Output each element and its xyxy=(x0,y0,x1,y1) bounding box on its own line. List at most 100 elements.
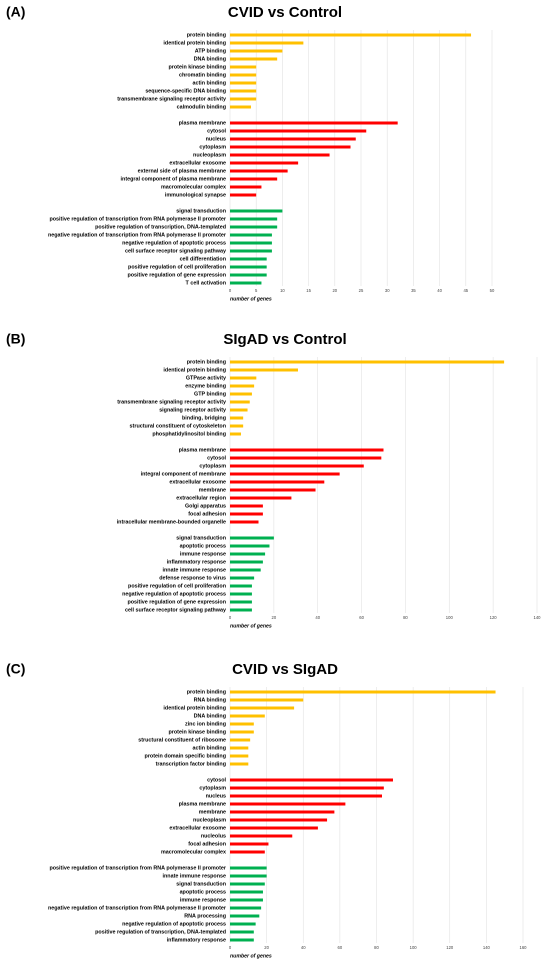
bar xyxy=(230,730,254,734)
bar xyxy=(230,233,272,237)
category-label: calmodulin binding xyxy=(177,104,226,110)
category-label: intracellular membrane-bounded organelle xyxy=(117,519,226,525)
category-label: identical protein binding xyxy=(163,705,226,711)
bar xyxy=(230,762,249,766)
category-label: sequence-specific DNA binding xyxy=(145,88,226,94)
category-label: external side of plasma membrane xyxy=(138,168,226,174)
x-tick-label: 80 xyxy=(403,615,408,620)
bar xyxy=(230,41,304,45)
category-label: positive regulation of transcription, DN… xyxy=(95,929,226,935)
bar xyxy=(230,496,292,500)
bar xyxy=(230,930,254,934)
category-label: structural constituent of cytoskeleton xyxy=(130,423,226,429)
category-label: identical protein binding xyxy=(163,40,226,46)
bar xyxy=(230,512,263,516)
x-tick-label: 80 xyxy=(374,945,379,950)
x-tick-label: 140 xyxy=(534,615,542,620)
category-label: positive regulation of transcription, DN… xyxy=(95,224,226,230)
bar xyxy=(230,464,364,468)
bar xyxy=(230,584,252,588)
category-label: positive regulation of cell proliferatio… xyxy=(128,264,226,270)
bar xyxy=(230,536,274,540)
category-label: membrane xyxy=(199,809,226,815)
category-label: enzyme binding xyxy=(185,383,226,389)
category-label: nucleus xyxy=(206,793,226,799)
category-label: macromolecular complex xyxy=(161,184,226,190)
category-label: RNA processing xyxy=(184,913,226,919)
category-label: extracellular exosome xyxy=(169,160,226,166)
category-label: phosphatidylinositol binding xyxy=(152,431,226,437)
category-label: signal transduction xyxy=(176,881,226,887)
bar xyxy=(230,826,318,830)
category-label: protein binding xyxy=(187,32,226,38)
bar xyxy=(230,600,252,604)
x-tick-label: 35 xyxy=(411,288,416,293)
bar xyxy=(230,81,257,85)
category-label: RNA binding xyxy=(194,697,226,703)
bar xyxy=(230,105,251,109)
category-label: chromatin binding xyxy=(179,72,226,78)
bar xyxy=(230,225,278,229)
category-label: zinc ion binding xyxy=(185,721,226,727)
panel-label: (B) xyxy=(6,331,25,347)
category-label: binding, bridging xyxy=(182,415,226,421)
bar xyxy=(230,360,505,364)
bar xyxy=(230,706,295,710)
bar xyxy=(230,608,252,612)
bar xyxy=(230,169,288,173)
category-label: negative regulation of apoptotic process xyxy=(122,591,226,597)
category-label: T cell activation xyxy=(186,280,226,286)
category-label: apoptotic process xyxy=(180,543,226,549)
category-label: negative regulation of apoptotic process xyxy=(122,921,226,927)
bar xyxy=(230,57,278,61)
bar xyxy=(230,778,393,782)
category-label: defense response to virus xyxy=(159,575,226,581)
category-label: extracellular exosome xyxy=(169,825,226,831)
bar xyxy=(230,217,278,221)
x-tick-label: 20 xyxy=(272,615,277,620)
bar xyxy=(230,866,267,870)
category-label: signal transduction xyxy=(176,208,226,214)
bar xyxy=(230,153,330,157)
category-label: protein binding xyxy=(187,359,226,365)
panel-label: (C) xyxy=(6,661,25,677)
category-label: identical protein binding xyxy=(163,367,226,373)
category-label: nucleolus xyxy=(201,833,226,839)
x-tick-label: 25 xyxy=(359,288,364,293)
category-label: negative regulation of transcription fro… xyxy=(48,905,227,911)
bar xyxy=(230,576,255,580)
bar xyxy=(230,273,267,277)
category-label: inflammatory response xyxy=(167,559,226,565)
x-tick-label: 50 xyxy=(490,288,495,293)
bar xyxy=(230,552,266,556)
category-label: plasma membrane xyxy=(179,801,226,807)
chart-title: SIgAD vs Control xyxy=(223,331,346,348)
category-label: focal adhesion xyxy=(188,511,226,517)
bar xyxy=(230,33,472,37)
bar xyxy=(230,746,249,750)
x-tick-label: 0 xyxy=(229,615,232,620)
bar xyxy=(230,408,248,412)
bar xyxy=(230,137,356,141)
bar xyxy=(230,185,262,189)
bar xyxy=(230,384,255,388)
bar xyxy=(230,698,304,702)
category-label: plasma membrane xyxy=(179,447,226,453)
category-label: cytosol xyxy=(207,128,226,134)
x-tick-label: 0 xyxy=(229,288,232,293)
category-label: cytoplasm xyxy=(199,785,226,791)
category-label: transmembrane signaling receptor activit… xyxy=(117,399,226,405)
bar xyxy=(230,568,261,572)
category-label: positive regulation of cell proliferatio… xyxy=(128,583,226,589)
bar xyxy=(230,810,335,814)
category-label: cell differentiation xyxy=(180,256,226,262)
x-tick-label: 120 xyxy=(490,615,498,620)
bar xyxy=(230,938,254,942)
category-label: immune response xyxy=(180,897,226,903)
category-label: negative regulation of apoptotic process xyxy=(122,240,226,246)
bar xyxy=(230,802,346,806)
bar xyxy=(230,89,257,93)
x-tick-label: 5 xyxy=(255,288,258,293)
bar xyxy=(230,392,252,396)
